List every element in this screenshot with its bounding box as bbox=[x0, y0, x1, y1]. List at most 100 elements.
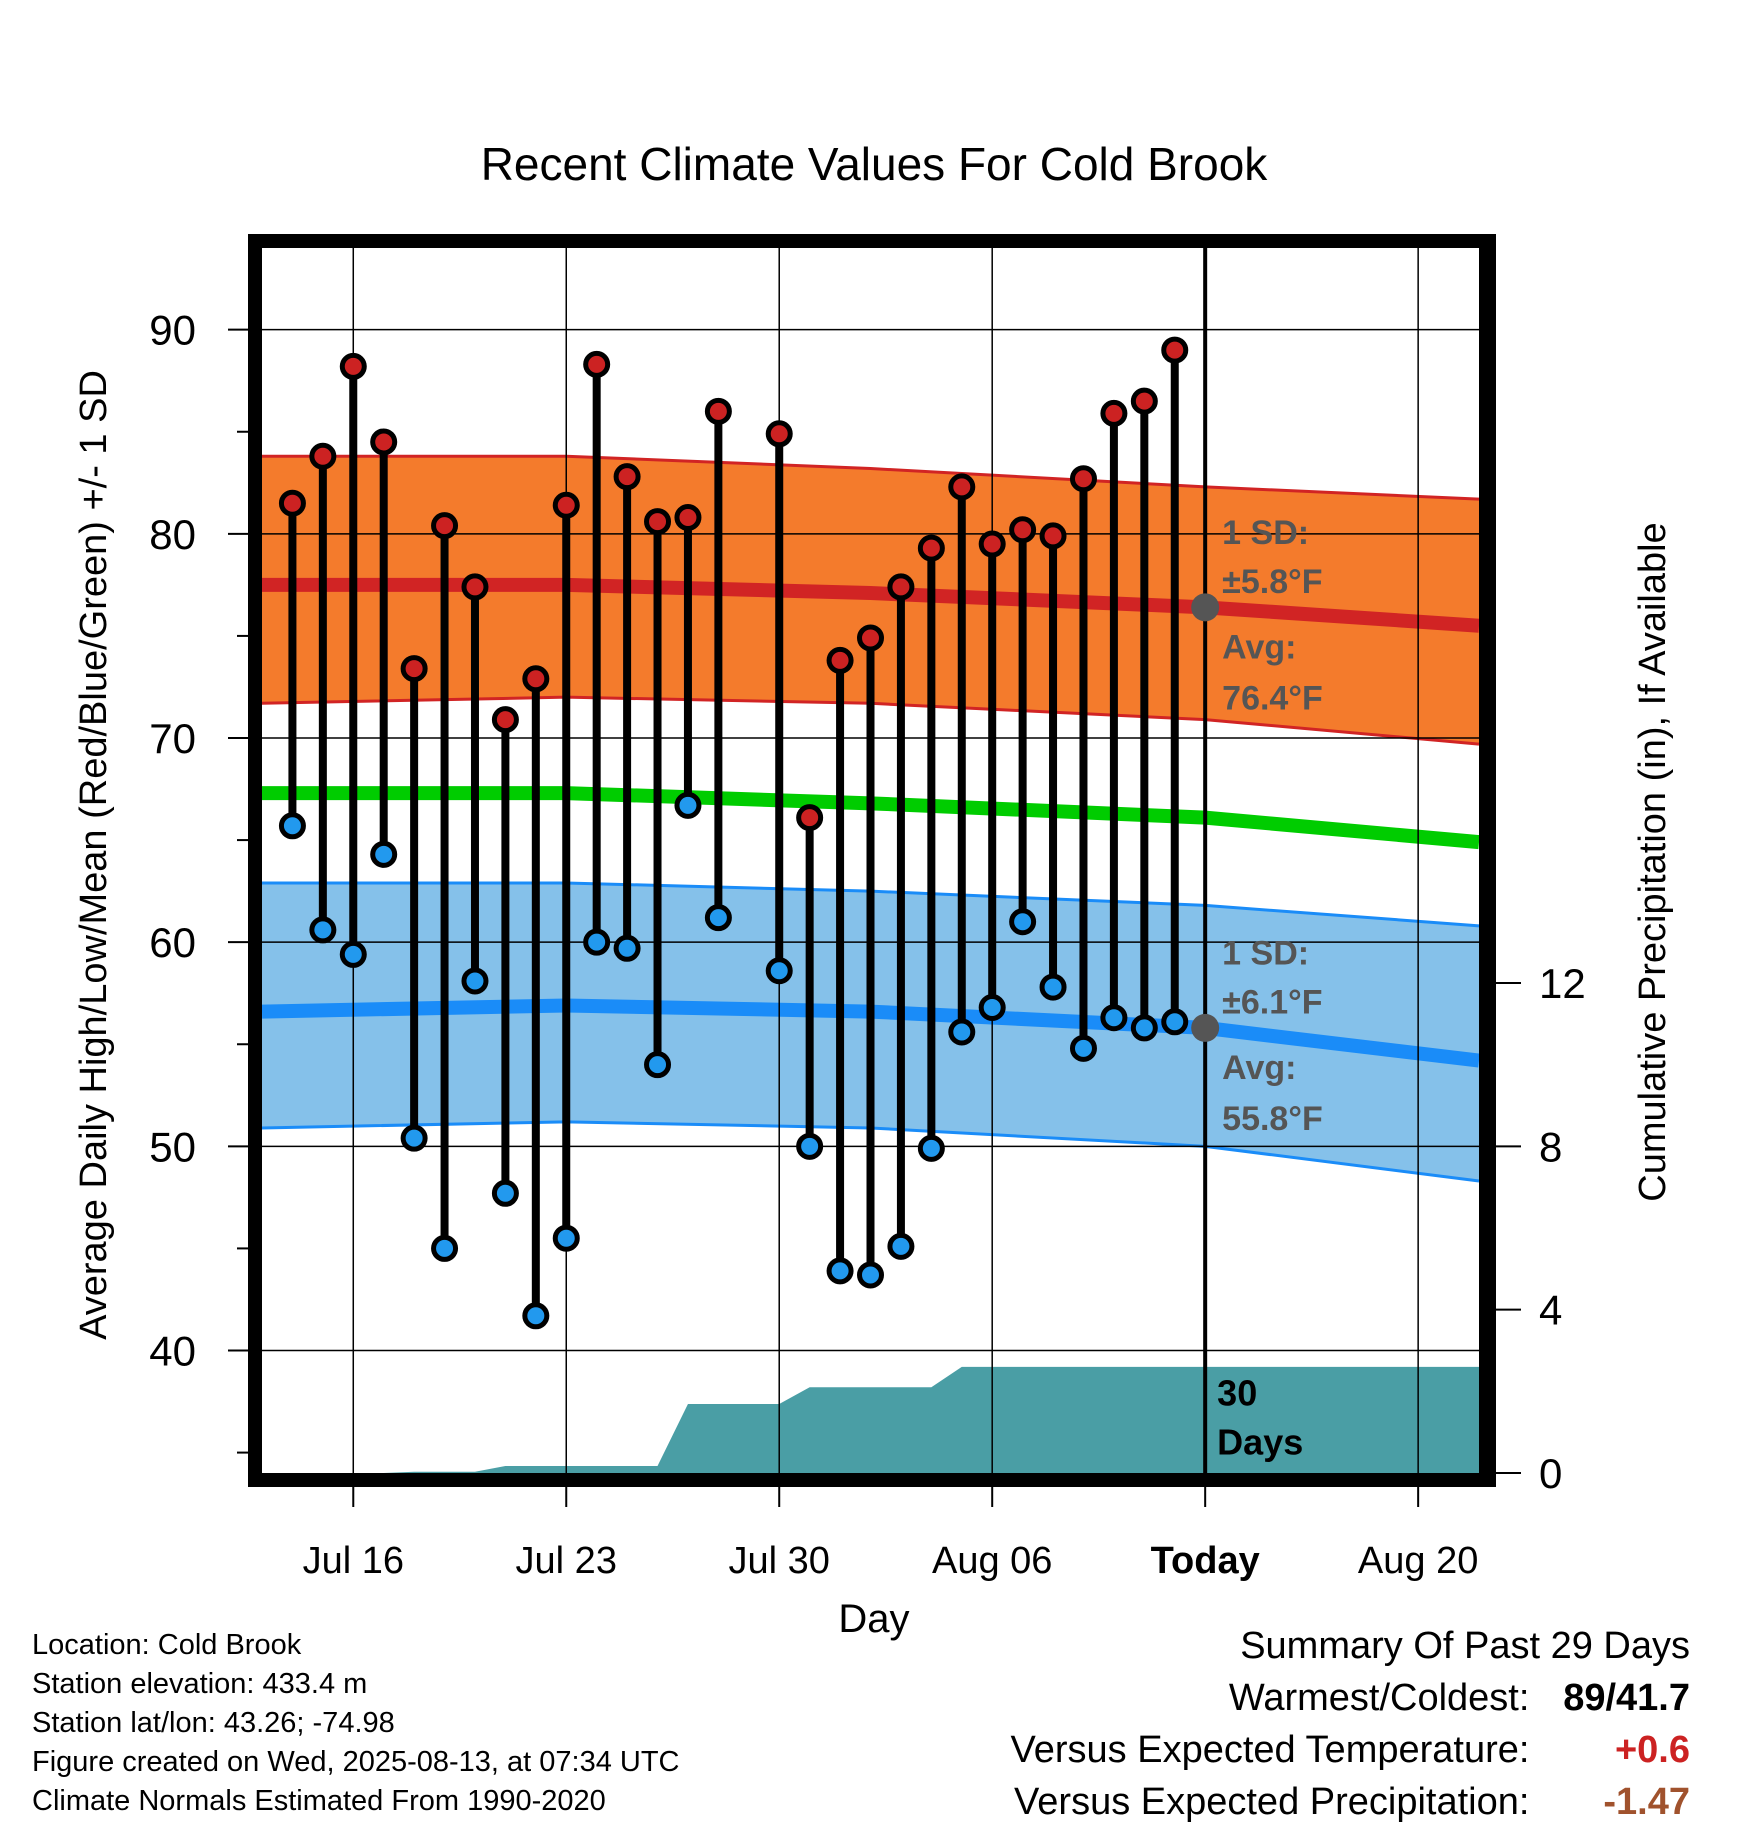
summary-title: Summary Of Past 29 Days bbox=[1240, 1625, 1690, 1667]
elevation-text: Station elevation: 433.4 m bbox=[32, 1668, 368, 1700]
daily-low-point bbox=[917, 1134, 945, 1162]
daily-low-point bbox=[339, 940, 367, 968]
low-sd-label: 1 SD: bbox=[1222, 935, 1309, 973]
high-avg-label: Avg: bbox=[1222, 628, 1296, 666]
daily-high-point bbox=[1069, 465, 1097, 493]
daily-high-point bbox=[887, 573, 915, 601]
daily-high-point bbox=[1100, 399, 1128, 427]
daily-low-point bbox=[309, 916, 337, 944]
summary-panel: Summary Of Past 29 Days Warmest/Coldest:… bbox=[1011, 1620, 1690, 1828]
low-sd-value: ±6.1°F bbox=[1222, 984, 1322, 1022]
normals-text: Climate Normals Estimated From 1990-2020 bbox=[32, 1785, 606, 1817]
y-tick-label: 40 bbox=[149, 1328, 196, 1375]
x-tick-label: Today bbox=[1151, 1540, 1260, 1582]
today-high-avg-marker bbox=[1191, 593, 1220, 622]
y-tick-label: 60 bbox=[149, 919, 196, 966]
daily-low-point bbox=[826, 1257, 854, 1285]
daily-high-point bbox=[948, 473, 976, 501]
precip-value: -1.47 bbox=[1603, 1781, 1690, 1823]
x-axis-label: Day bbox=[838, 1597, 909, 1641]
daily-high-point bbox=[461, 573, 489, 601]
daily-low-point bbox=[613, 934, 641, 962]
x-tick-label: Jul 16 bbox=[303, 1540, 404, 1582]
daily-low-point bbox=[1100, 1004, 1128, 1032]
x-tick-label: Jul 23 bbox=[516, 1540, 617, 1582]
daily-high-point bbox=[765, 420, 793, 448]
plot-frame-right-edge bbox=[1486, 234, 1496, 1487]
y2-axis-label: Cumulative Precipitation (in), If Availa… bbox=[1632, 522, 1674, 1201]
daily-high-point bbox=[796, 804, 824, 832]
daily-high-point bbox=[826, 646, 854, 674]
station-info: Location: Cold Brook Station elevation: … bbox=[32, 1626, 680, 1821]
daily-high-point bbox=[431, 512, 459, 540]
daily-high-point bbox=[339, 352, 367, 380]
daily-low-point bbox=[370, 840, 398, 868]
low-avg-value: 55.8°F bbox=[1222, 1100, 1323, 1138]
daily-high-point bbox=[491, 706, 519, 734]
y-tick-label: 90 bbox=[149, 307, 196, 354]
daily-high-point bbox=[978, 530, 1006, 558]
daily-low-point bbox=[948, 1018, 976, 1046]
high-avg-value: 76.4°F bbox=[1222, 679, 1323, 717]
daily-low-point bbox=[1009, 908, 1037, 936]
high-sd-value: ±5.8°F bbox=[1222, 563, 1322, 601]
daily-low-point bbox=[491, 1179, 519, 1207]
daily-low-point bbox=[644, 1051, 672, 1079]
summary-warm-row: Warmest/Coldest: 89/41.7 bbox=[1011, 1672, 1690, 1724]
daily-high-point bbox=[1039, 522, 1067, 550]
summary-precip-row: Versus Expected Precipitation: -1.47 bbox=[1011, 1776, 1690, 1828]
y-tick-label: 80 bbox=[149, 511, 196, 558]
created-text: Figure created on Wed, 2025-08-13, at 07… bbox=[32, 1746, 680, 1778]
daily-low-point bbox=[765, 957, 793, 985]
daily-high-point bbox=[309, 442, 337, 470]
daily-low-point bbox=[522, 1302, 550, 1330]
daily-high-point bbox=[1130, 387, 1158, 415]
daily-low-point bbox=[1069, 1034, 1097, 1062]
daily-low-point bbox=[461, 967, 489, 995]
high-sd-label: 1 SD: bbox=[1222, 514, 1309, 552]
daily-high-point bbox=[674, 504, 702, 531]
precip-area bbox=[262, 1366, 1479, 1473]
daily-low-point bbox=[552, 1224, 580, 1252]
daily-low-point bbox=[1130, 1014, 1158, 1042]
latlon-text: Station lat/lon: 43.26; -74.98 bbox=[32, 1707, 395, 1739]
y2-tick-label: 12 bbox=[1539, 960, 1586, 1007]
plot-area: 1 SD: ±5.8°F Avg: 76.4°F 1 SD: ±6.1°F Avg: 55.8… bbox=[149, 234, 1586, 1582]
temp-value: +0.6 bbox=[1614, 1729, 1690, 1771]
chart-title: Recent Climate Values For Cold Brook bbox=[481, 138, 1269, 190]
y2-tick-label: 0 bbox=[1539, 1450, 1562, 1497]
x-tick-label: Jul 30 bbox=[729, 1540, 830, 1582]
days-label-text: Days bbox=[1217, 1422, 1303, 1463]
daily-low-point bbox=[1039, 973, 1067, 1001]
daily-low-point bbox=[887, 1232, 915, 1260]
daily-low-point bbox=[978, 994, 1006, 1021]
daily-high-point bbox=[278, 489, 306, 517]
y-axis-label: Average Daily High/Low/Mean (Red/Blue/Gr… bbox=[73, 370, 115, 1340]
daily-high-point bbox=[857, 624, 884, 652]
low-avg-label: Avg: bbox=[1222, 1049, 1296, 1087]
daily-high-point bbox=[522, 665, 550, 693]
daily-high-point bbox=[644, 508, 672, 536]
daily-low-point bbox=[674, 791, 702, 819]
high-sd-upper-line bbox=[262, 454, 1480, 501]
y2-tick-label: 8 bbox=[1539, 1123, 1562, 1170]
daily-high-point bbox=[370, 428, 398, 456]
temp-label: Versus Expected Temperature: bbox=[1010, 1729, 1530, 1771]
summary-temp-row: Versus Expected Temperature: +0.6 bbox=[1011, 1724, 1690, 1776]
daily-high-point bbox=[552, 491, 580, 519]
x-tick-label: Aug 20 bbox=[1358, 1540, 1478, 1582]
daily-high-point bbox=[400, 655, 428, 683]
daily-low-point bbox=[583, 928, 611, 956]
daily-high-point bbox=[704, 397, 732, 425]
location-text: Location: Cold Brook bbox=[32, 1629, 302, 1661]
days-label-number: 30 bbox=[1217, 1373, 1257, 1414]
daily-low-point bbox=[796, 1132, 824, 1160]
warm-label: Warmest/Coldest: bbox=[1228, 1677, 1530, 1719]
y-tick-label: 70 bbox=[149, 715, 196, 762]
today-low-avg-marker bbox=[1191, 1013, 1220, 1042]
daily-low-point bbox=[400, 1124, 428, 1152]
warm-value: 89/41.7 bbox=[1563, 1677, 1690, 1719]
daily-high-point bbox=[583, 350, 611, 378]
daily-low-point bbox=[704, 904, 732, 932]
